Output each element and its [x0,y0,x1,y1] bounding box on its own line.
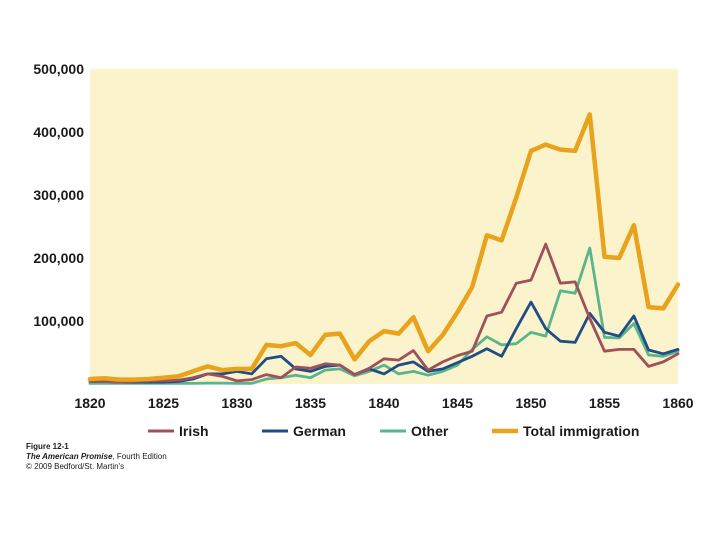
x-tick-label: 1855 [589,395,620,411]
y-tick-label: 100,000 [33,313,84,329]
x-tick-label: 1830 [221,395,252,411]
series-line-other [88,246,680,385]
legend-label-irish: Irish [179,423,209,439]
y-tick-label: 300,000 [33,187,84,203]
series-lines [87,112,681,385]
series-line-irish [88,242,680,384]
legend-label-total-immigration: Total immigration [523,423,639,439]
book-title: The American Promise [26,452,113,461]
y-axis-labels: 100,000 200,000 300,000 400,000 500,000 [33,61,84,329]
figure-label: Figure 12-1 [26,442,69,451]
x-tick-label: 1860 [662,395,693,411]
x-tick-label: 1820 [74,395,105,411]
legend-label-german: German [293,423,346,439]
copyright: © 2009 Bedford/St. Martin's [26,462,125,471]
book-title-line: The American Promise, Fourth Edition [26,452,167,462]
x-tick-label: 1840 [368,395,399,411]
series-line-total-immigration [87,112,681,382]
x-tick-label: 1845 [442,395,473,411]
book-edition: , Fourth Edition [112,452,167,461]
legend: Irish German Other Total immigration [148,423,639,439]
y-tick-label: 400,000 [33,124,84,140]
x-axis-labels: 1820 1825 1830 1835 1840 1845 1850 1855 1860 [74,395,693,411]
y-tick-label: 500,000 [33,61,84,77]
x-tick-label: 1825 [148,395,179,411]
y-tick-label: 200,000 [33,250,84,266]
x-tick-label: 1835 [295,395,326,411]
legend-label-other: Other [411,423,449,439]
x-tick-label: 1850 [515,395,546,411]
